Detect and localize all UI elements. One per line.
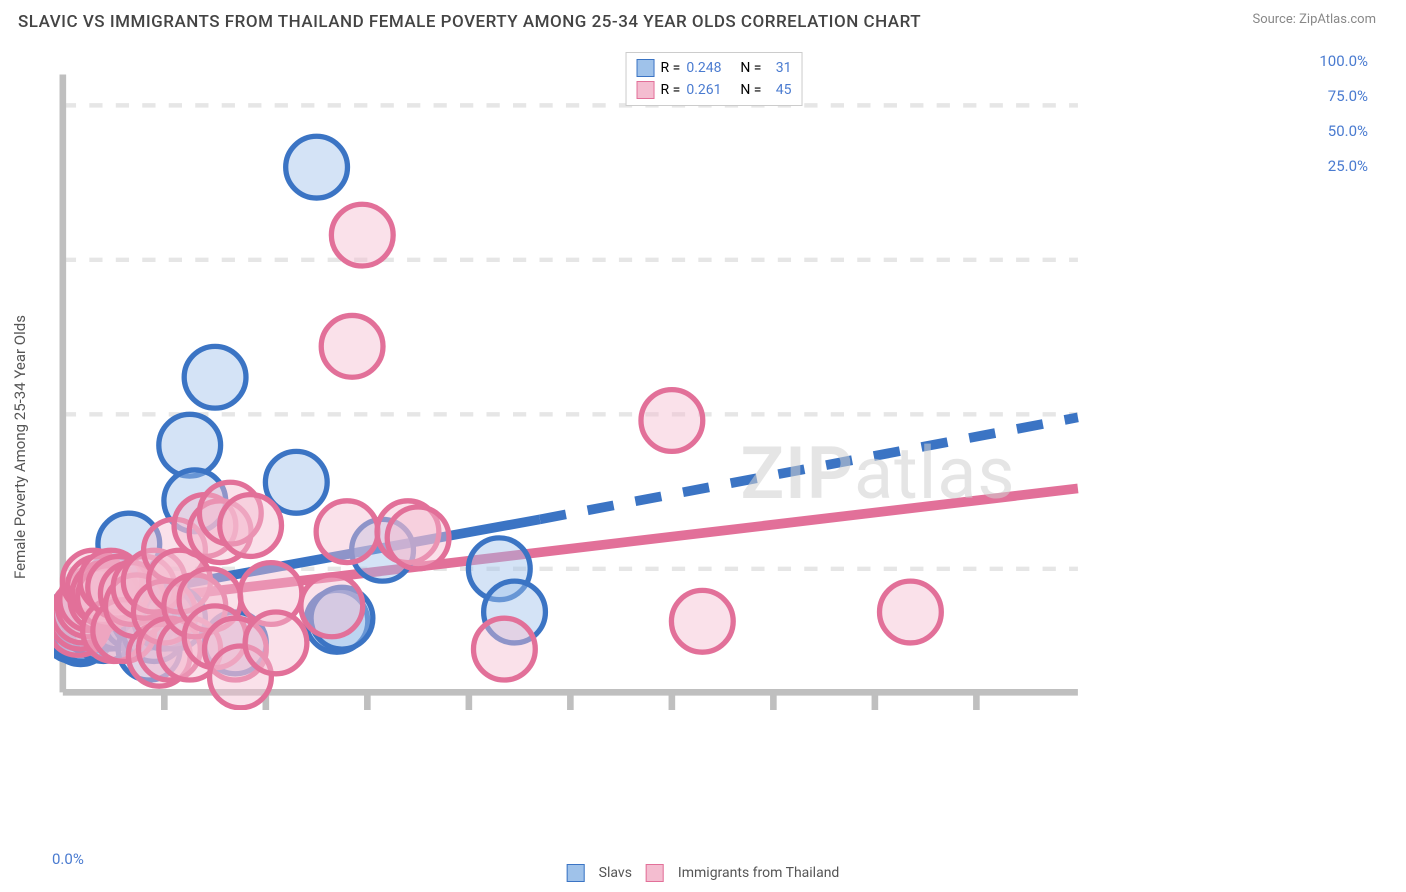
swatch-thai — [637, 81, 655, 99]
swatch-slavs — [637, 59, 655, 77]
n-label: N = — [740, 82, 761, 98]
chart-area: Female Poverty Among 25-34 Year Olds 25.… — [50, 48, 1378, 846]
r-label: R = — [661, 82, 681, 98]
x-tick-label: 20.0% — [0, 850, 282, 868]
r-value: 0.248 — [686, 60, 734, 76]
legend-thai-label: Immigrants from Thailand — [678, 865, 839, 881]
n-value: 31 — [767, 60, 791, 76]
r-label: R = — [661, 60, 681, 76]
r-value: 0.261 — [686, 82, 734, 98]
legend-stats-row-slavs: R = 0.248 N = 31 — [637, 57, 792, 79]
scatter-plot — [54, 48, 1378, 710]
page-title: SLAVIC VS IMMIGRANTS FROM THAILAND FEMAL… — [18, 12, 921, 32]
y-axis-label: Female Poverty Among 25-34 Year Olds — [11, 315, 29, 579]
n-label: N = — [740, 60, 761, 76]
legend-stats-row-thai: R = 0.261 N = 45 — [637, 79, 792, 101]
legend-series: Slavs Immigrants from Thailand — [567, 864, 840, 882]
source-label: Source: ZipAtlas.com — [1252, 12, 1376, 32]
legend-stats: R = 0.248 N = 31 R = 0.261 N = 45 — [626, 52, 803, 106]
swatch-slavs-icon — [567, 864, 585, 882]
swatch-thai-icon — [646, 864, 664, 882]
legend-slavs-label: Slavs — [599, 865, 632, 881]
n-value: 45 — [767, 82, 791, 98]
